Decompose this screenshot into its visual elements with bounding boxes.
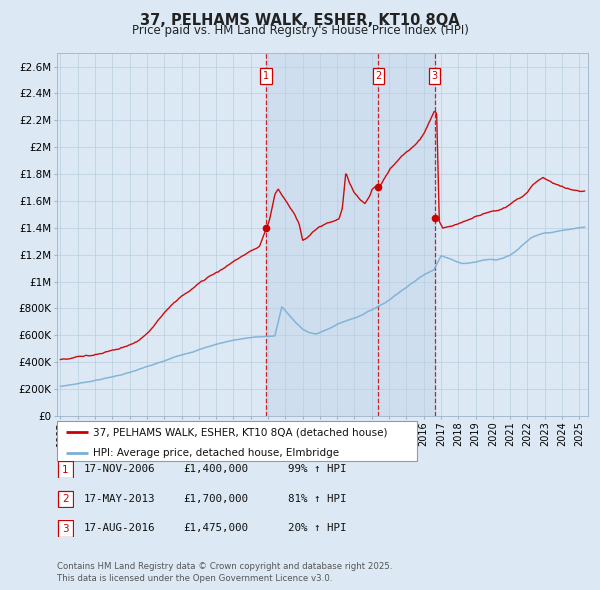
Text: 99% ↑ HPI: 99% ↑ HPI [288, 464, 347, 474]
Text: 81% ↑ HPI: 81% ↑ HPI [288, 494, 347, 503]
FancyBboxPatch shape [58, 491, 73, 507]
Text: £1,400,000: £1,400,000 [183, 464, 248, 474]
Text: Contains HM Land Registry data © Crown copyright and database right 2025.
This d: Contains HM Land Registry data © Crown c… [57, 562, 392, 583]
Text: 3: 3 [431, 71, 437, 81]
Text: Price paid vs. HM Land Registry's House Price Index (HPI): Price paid vs. HM Land Registry's House … [131, 24, 469, 37]
Text: 2: 2 [62, 494, 69, 504]
Text: £1,700,000: £1,700,000 [183, 494, 248, 503]
FancyBboxPatch shape [58, 461, 73, 478]
Text: HPI: Average price, detached house, Elmbridge: HPI: Average price, detached house, Elmb… [93, 448, 339, 458]
Text: £1,475,000: £1,475,000 [183, 523, 248, 533]
FancyBboxPatch shape [58, 520, 73, 537]
Text: 17-MAY-2013: 17-MAY-2013 [84, 494, 155, 503]
Text: 1: 1 [62, 465, 69, 474]
Text: 3: 3 [62, 524, 69, 533]
Text: 20% ↑ HPI: 20% ↑ HPI [288, 523, 347, 533]
Text: 17-AUG-2016: 17-AUG-2016 [84, 523, 155, 533]
FancyBboxPatch shape [57, 421, 417, 461]
Text: 37, PELHAMS WALK, ESHER, KT10 8QA (detached house): 37, PELHAMS WALK, ESHER, KT10 8QA (detac… [93, 428, 388, 438]
Text: 2: 2 [375, 71, 382, 81]
Text: 37, PELHAMS WALK, ESHER, KT10 8QA: 37, PELHAMS WALK, ESHER, KT10 8QA [140, 12, 460, 28]
Bar [266, 53, 434, 416]
Text: 17-NOV-2006: 17-NOV-2006 [84, 464, 155, 474]
Text: 1: 1 [263, 71, 269, 81]
